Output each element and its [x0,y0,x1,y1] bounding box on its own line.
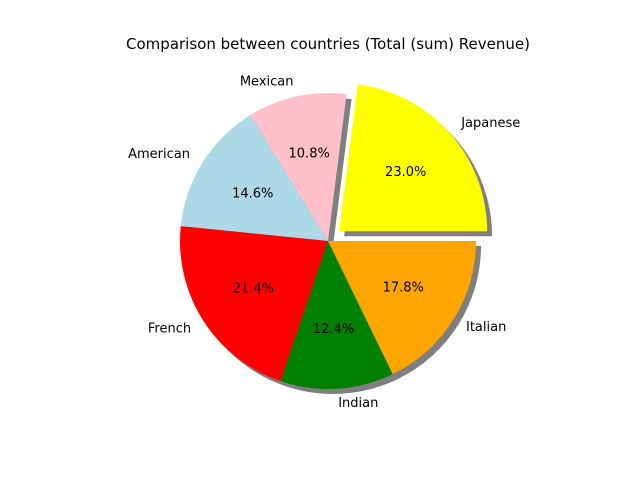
percent-label-italian: 17.8% [383,281,424,296]
pie-slice-mexican [250,93,347,241]
percent-label-japanese: 23.0% [385,165,426,180]
pie-slice-italian [328,241,476,375]
pie-slice-japanese [339,84,488,232]
slice-label-american: American [128,147,190,162]
slice-label-indian: Indian [338,396,378,411]
percent-label-french: 21.4% [233,282,274,297]
slice-label-japanese: Japanese [460,116,520,131]
percent-label-indian: 12.4% [313,322,354,337]
pie-slices [180,84,488,389]
pie-labels: Japanese 23.0% Mexican 10.8% American 14.6% Fr… [128,74,520,411]
pie-slice-american [180,115,328,241]
pie-slice-indian [280,241,393,389]
slice-label-mexican: Mexican [240,74,294,89]
pie-slice-french [180,226,328,382]
slice-label-italian: Italian [466,320,506,335]
slice-label-french: French [148,322,191,337]
chart-title: Comparison between countries (Total (sum… [126,35,530,53]
percent-label-mexican: 10.8% [289,147,330,162]
percent-label-american: 14.6% [232,186,273,201]
